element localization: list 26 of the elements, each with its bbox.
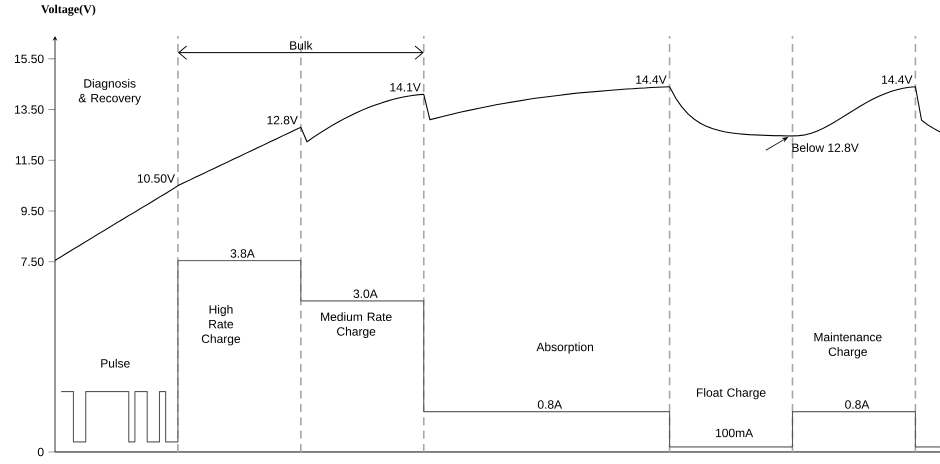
data-label: 0.8A <box>845 400 870 409</box>
annotation: Maintenance Charge <box>814 332 882 358</box>
data-label: 3.8A <box>230 249 255 258</box>
y-tick-label: 9.50 <box>21 206 44 216</box>
data-label: 12.8V <box>267 116 298 124</box>
annotation: Pulse <box>101 358 130 368</box>
data-label: 14.4V <box>636 76 667 84</box>
data-label: 10.50V <box>138 174 175 183</box>
annotation: 100mA <box>716 428 754 438</box>
annotation: Below 12.8V <box>792 143 859 152</box>
data-label: 14.1V <box>390 83 421 92</box>
data-label: 0.8A <box>538 400 562 409</box>
data-label: 14.4V <box>882 76 912 84</box>
y-tick-label: 15.50 <box>14 54 44 64</box>
annotation: Float Charge <box>697 388 766 400</box>
y-tick-label: 7.50 <box>21 257 44 266</box>
y-tick-label: 0 <box>38 448 44 456</box>
y-tick-label: 11.50 <box>16 156 44 165</box>
data-label: 3.0A <box>353 289 378 298</box>
y-axis-title: Voltage(V) <box>41 4 96 16</box>
y-tick-label: 13.50 <box>14 105 44 114</box>
annotation: Diagnosis & Recovery <box>78 78 142 105</box>
annotation: High Rate Charge <box>202 304 240 346</box>
annotation: Medium Rate Charge <box>321 312 392 338</box>
annotation: Absorption <box>536 342 594 354</box>
annotation: Bulk <box>290 40 313 50</box>
